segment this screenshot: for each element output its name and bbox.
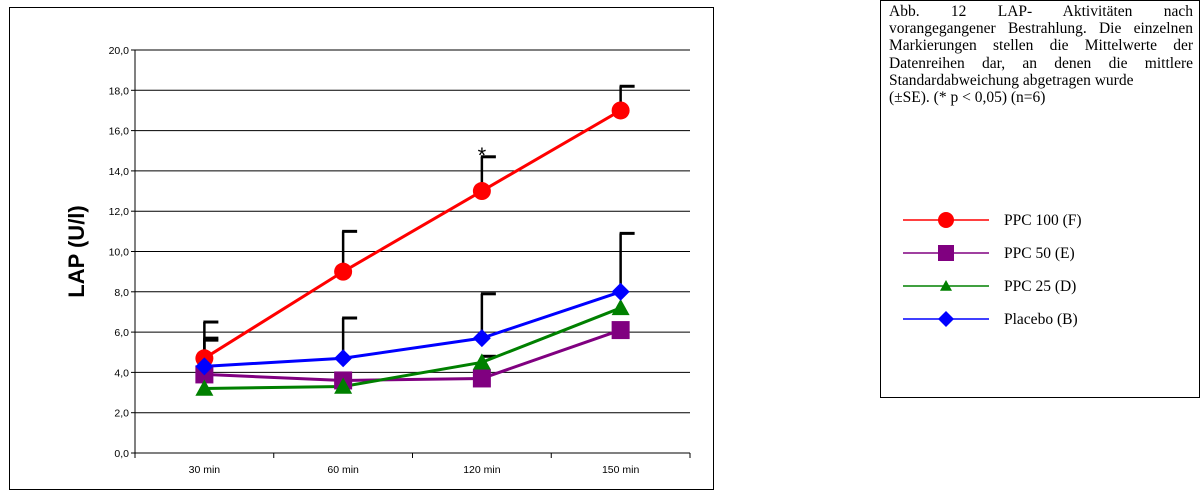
y-tick-label: 12,0 (109, 206, 130, 218)
legend-item: Placebo (B) (903, 311, 1078, 328)
caption-main: Abb. 12 LAP- Aktivitäten nach vorangegan… (889, 3, 1193, 89)
data-point (472, 329, 491, 348)
data-point (611, 282, 630, 301)
legend-label: PPC 25 (D) (1004, 278, 1076, 295)
legend-marker (938, 212, 954, 228)
x-tick-label: 150 min (602, 464, 640, 476)
y-tick-label: 18,0 (109, 85, 130, 97)
data-point (472, 182, 491, 201)
y-tick-label: 6,0 (114, 327, 129, 339)
x-tick-label: 120 min (463, 464, 501, 476)
data-point (334, 262, 353, 281)
y-tick-label: 20,0 (109, 45, 130, 57)
data-point (472, 353, 491, 370)
y-tick-label: 4,0 (114, 367, 129, 379)
legend-label: PPC 100 (F) (1004, 212, 1082, 229)
legend-label: Placebo (B) (1004, 311, 1078, 328)
series-line (204, 328, 622, 382)
y-tick-label: 16,0 (109, 126, 130, 138)
caption-text: Abb. 12 LAP- Aktivitäten nach vorangegan… (889, 3, 1193, 106)
y-tick-label: 0,0 (114, 448, 129, 460)
legend-item: PPC 25 (D) (903, 278, 1076, 295)
lap-line-chart: 0,0 2,0 4,0 6,0 8,0 10,0 12,0 14,0 16,0 18,0 20,0 3… (64, 45, 691, 476)
x-tick-label: 30 min (189, 464, 221, 476)
legend-item: PPC 100 (F) (903, 212, 1082, 229)
data-point (611, 321, 630, 340)
caption-stats: (±SE). (* p < 0,05) (n=6) (889, 89, 1046, 107)
data-point (334, 349, 353, 368)
series-line (204, 306, 622, 391)
data-point (195, 357, 214, 376)
significance-asterisk: * (478, 143, 487, 168)
y-tick-label: 10,0 (109, 247, 130, 259)
data-point (611, 101, 630, 120)
legend-marker (938, 311, 954, 327)
data-point (611, 298, 630, 316)
legend-item: PPC 50 (E) (903, 245, 1075, 262)
y-tick-label: 14,0 (109, 166, 130, 178)
caption-box: Abb. 12 LAP- Aktivitäten nach vorangegan… (880, 0, 1200, 398)
legend-marker (940, 280, 952, 291)
y-axis-label: LAP (U/l) (64, 205, 89, 297)
data-point (334, 377, 353, 394)
legend: PPC 100 (F) PPC 50 (E) PPC 25 (D) Placebo (… (903, 212, 1082, 328)
series-line (203, 109, 622, 360)
y-tick-label: 2,0 (114, 408, 129, 420)
legend-marker (938, 245, 954, 261)
chart-frame: 0,0 2,0 4,0 6,0 8,0 10,0 12,0 14,0 16,0 18,0 20,0 3… (9, 7, 714, 490)
data-point (195, 379, 214, 396)
y-tick-label: 8,0 (114, 287, 129, 299)
data-point (472, 369, 491, 388)
series-line (204, 290, 622, 368)
legend-label: PPC 50 (E) (1004, 245, 1075, 262)
x-tick-label: 60 min (327, 464, 359, 476)
